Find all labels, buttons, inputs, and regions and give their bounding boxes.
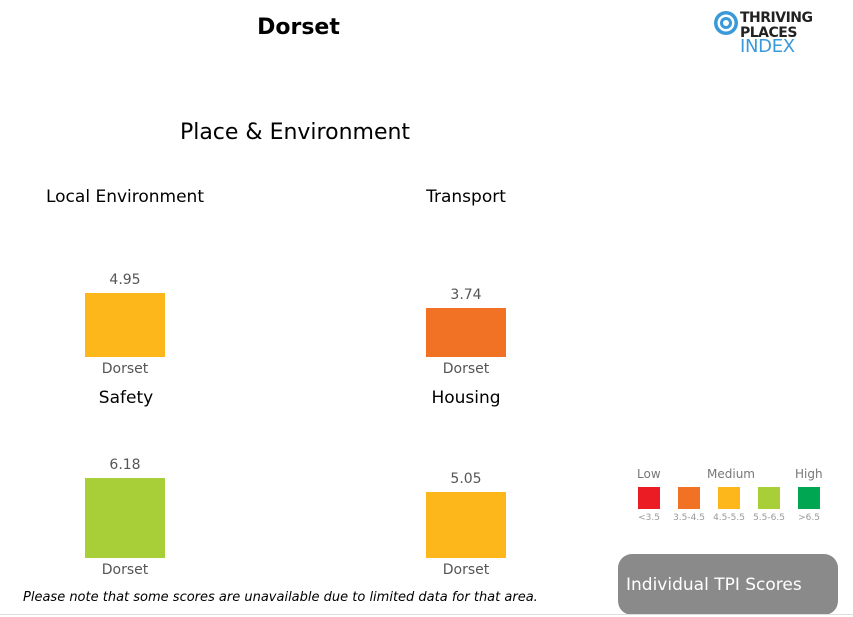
housing-chart-title: Housing [431,388,501,408]
logo-text-line1: THRIVING [740,10,813,26]
legend: Low Medium High <3.5 3.5-4.5 4.5-5.5 5.5-6.… [630,465,830,530]
legend-high-label: High [795,467,823,481]
legend-range-label: 5.5-6.5 [753,513,785,523]
legend-range-label: 3.5-4.5 [673,513,705,523]
logo-text-line2: PLACES [740,25,797,41]
safety-chart-title: Safety [98,388,154,408]
housing-data-label: 5.05 [450,471,482,487]
safety-category-label: Dorset [101,562,149,578]
safety-data-label: 6.18 [109,457,141,473]
thriving-places-index-logo: THRIVING PLACES INDEX [713,10,833,58]
transport-category-label: Dorset [442,361,490,377]
local-environment-bar[interactable] [85,293,165,357]
local-environment-chart-title: Local Environment [45,187,204,207]
legend-range-label: <3.5 [638,513,660,523]
legend-swatch [678,487,700,509]
legend-range-label: 4.5-5.5 [713,513,745,523]
housing-category-label: Dorset [442,562,490,578]
transport-chart-title: Transport [426,187,506,207]
page-title: Dorset [257,15,340,40]
local-environment-data-label: 4.95 [109,272,141,288]
safety-bar[interactable] [85,478,165,558]
individual-tpi-scores-button[interactable]: Individual TPI Scores [618,554,838,615]
local-environment-category-label: Dorset [101,361,149,377]
logo-target-icon [714,11,738,35]
legend-low-label: Low [637,467,661,481]
bottom-divider [0,614,853,615]
housing-bar[interactable] [426,492,506,558]
footnote: Please note that some scores are unavail… [23,590,538,605]
transport-bar[interactable] [426,308,506,357]
legend-swatch [718,487,740,509]
legend-swatch [638,487,660,509]
section-title: Place & Environment [179,120,411,145]
legend-swatch [798,487,820,509]
legend-range-label: >6.5 [798,513,820,523]
logo-text-line3: INDEX [740,36,795,57]
legend-swatch [758,487,780,509]
transport-data-label: 3.74 [450,287,482,303]
legend-medium-label: Medium [707,467,755,481]
